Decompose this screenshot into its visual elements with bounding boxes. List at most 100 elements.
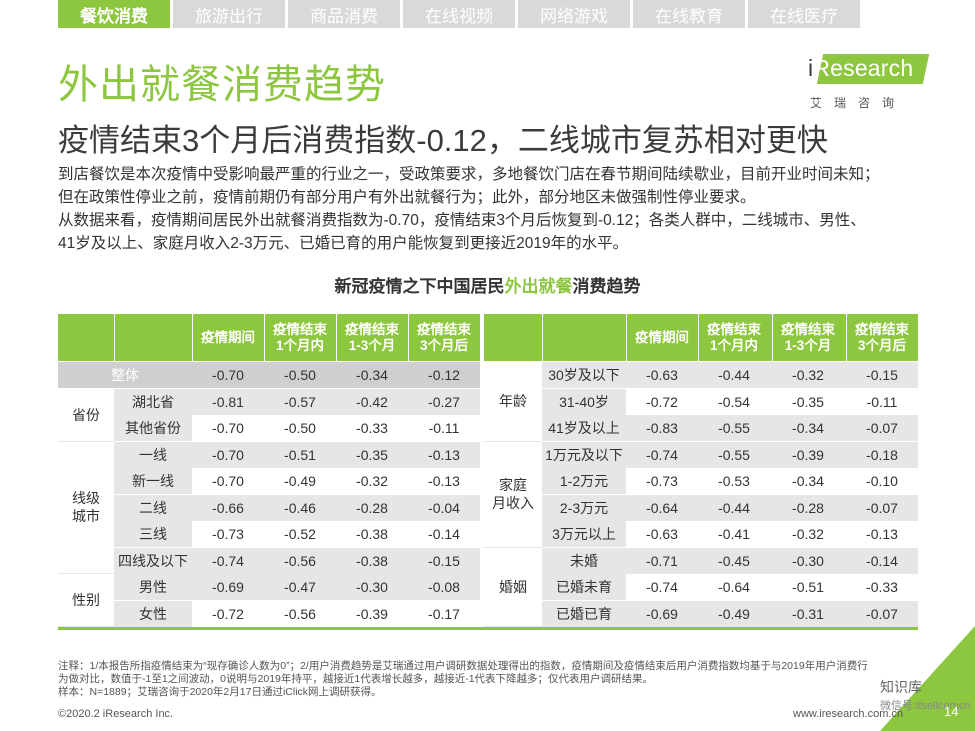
table-cell: -0.70 — [212, 420, 244, 436]
page-title: 外出就餐消费趋势 — [58, 63, 386, 107]
table-cell: -0.07 — [866, 499, 898, 516]
row-label: 男性 — [114, 574, 192, 600]
table-cell: -0.31 — [792, 605, 824, 622]
column-header: 疫情结束 1个月内 — [273, 321, 327, 353]
header-divider — [114, 314, 115, 361]
header-divider — [336, 314, 337, 361]
table-cell: -0.69 — [212, 579, 244, 595]
paragraph-line: 41岁及以上、家庭月收入2-3万元、已婚已育的用户能恢复到更接近2019年的水平… — [58, 235, 629, 252]
table-cell: -0.45 — [718, 552, 750, 569]
tab-goods[interactable]: 商品消费 — [288, 0, 400, 28]
column-header: 疫情结束 3个月后 — [855, 321, 909, 353]
row-label: 其他省份 — [114, 415, 192, 441]
table-cell: -0.74 — [646, 446, 678, 463]
table-cell: -0.33 — [356, 420, 388, 436]
table-cell: -0.55 — [718, 420, 750, 436]
table-cell: -0.11 — [428, 420, 460, 436]
table-cell: -0.74 — [646, 579, 678, 595]
table-cell: -0.46 — [284, 499, 316, 516]
column-header: 疫情期间 — [201, 329, 255, 345]
row-label: 30岁及以下 — [542, 362, 626, 388]
row-label: 新一线 — [114, 468, 192, 494]
table-cell: -0.73 — [212, 526, 244, 542]
table-cell: -0.28 — [356, 499, 388, 516]
group-label: 婚姻 — [484, 547, 542, 626]
row-label: 二线 — [114, 494, 192, 521]
table-cell: -0.13 — [428, 473, 460, 489]
table-cell: -0.15 — [428, 552, 460, 569]
column-header: 疫情期间 — [635, 329, 689, 345]
table-title: 新冠疫情之下中国居民外出就餐消费趋势 — [334, 277, 641, 296]
tab-education[interactable]: 在线教育 — [633, 0, 745, 28]
table-cell: -0.81 — [212, 393, 244, 410]
paragraph-line: 从数据来看，疫情期间居民外出就餐消费指数为-0.70，疫情结束3个月后恢复到-0… — [58, 212, 866, 229]
header-divider — [542, 314, 543, 361]
table-cell: -0.53 — [718, 473, 750, 489]
row-label: 31-40岁 — [542, 388, 626, 415]
table-bottom-rule — [58, 627, 918, 630]
note-line: 样本：N=1889；艾瑞咨询于2020年2月17日通过iClick网上调研获得。 — [58, 686, 382, 698]
row-label: 41岁及以上 — [542, 415, 626, 441]
table-cell: -0.17 — [428, 605, 460, 622]
table-cell: -0.51 — [792, 579, 824, 595]
table-cell: -0.30 — [356, 579, 388, 595]
page-number: 14 — [944, 704, 959, 719]
table-cell: -0.07 — [866, 420, 898, 436]
table-cell: -0.55 — [718, 446, 750, 463]
table-cell: -0.08 — [428, 579, 460, 595]
row-label: 已婚未育 — [542, 574, 626, 600]
row-label: 2-3万元 — [542, 494, 626, 521]
table-cell: -0.34 — [792, 420, 824, 436]
table-cell: -0.49 — [284, 473, 316, 489]
table-cell: -0.51 — [284, 446, 316, 463]
tab-travel[interactable]: 旅游出行 — [173, 0, 285, 28]
column-header: 疫情结束 1个月内 — [707, 321, 761, 353]
table-cell: -0.66 — [212, 499, 244, 516]
column-header: 疫情结束 3个月后 — [417, 321, 471, 353]
top-nav-tabs: 餐饮消费 旅游出行 商品消费 在线视频 网络游戏 在线教育 在线医疗 — [58, 0, 860, 28]
table-cell: -0.34 — [356, 367, 388, 383]
group-label: 家庭 月收入 — [484, 441, 542, 547]
table-cell: -0.42 — [356, 393, 388, 410]
header-divider — [772, 314, 773, 361]
table-cell: -0.07 — [866, 605, 898, 622]
paragraph-line: 到店餐饮是本次疫情中受影响最严重的行业之一，受政策要求，多地餐饮门店在春节期间陆… — [58, 166, 880, 183]
row-label: 3万元以上 — [542, 521, 626, 547]
table-row — [58, 362, 480, 388]
row-label: 一线 — [114, 441, 192, 468]
table-cell: -0.50 — [284, 367, 316, 383]
table-cell: -0.32 — [792, 367, 824, 383]
table-cell: -0.71 — [646, 552, 678, 569]
table-cell: -0.39 — [356, 605, 388, 622]
notes: 注释：1/本报告所指疫情结束为“现存确诊人数为0”；2/用户消费趋势是艾瑞通过用… — [58, 660, 868, 699]
table-cell: -0.41 — [718, 526, 750, 542]
table-cell: -0.63 — [646, 367, 678, 383]
table-cell: -0.47 — [284, 579, 316, 595]
table-cell: -0.11 — [866, 393, 898, 410]
table-cell: -0.56 — [284, 552, 316, 569]
table-cell: -0.74 — [212, 552, 244, 569]
table-cell: -0.63 — [646, 526, 678, 542]
row-label: 整体 — [111, 367, 139, 383]
row-label: 女性 — [114, 600, 192, 627]
tab-games[interactable]: 网络游戏 — [518, 0, 630, 28]
table-cell: -0.13 — [866, 526, 898, 542]
watermark-id: 微信号:itsellcomcn — [880, 700, 971, 712]
table-cell: -0.28 — [792, 499, 824, 516]
table-cell: -0.44 — [718, 499, 750, 516]
tab-medical[interactable]: 在线医疗 — [748, 0, 860, 28]
table-cell: -0.38 — [356, 552, 388, 569]
table-cell: -0.13 — [428, 446, 460, 463]
table-cell: -0.30 — [792, 552, 824, 569]
table-header-band — [58, 314, 480, 361]
table-cell: -0.04 — [428, 499, 460, 516]
tab-video[interactable]: 在线视频 — [403, 0, 515, 28]
iresearch-logo: iResearch 艾瑞咨询 — [806, 52, 930, 112]
tab-dining[interactable]: 餐饮消费 — [58, 0, 170, 28]
row-label: 三线 — [114, 521, 192, 547]
table-cell: -0.35 — [792, 393, 824, 410]
header-divider — [264, 314, 265, 361]
row-label: 未婚 — [542, 547, 626, 574]
table-cell: -0.64 — [646, 499, 678, 516]
table-cell: -0.72 — [646, 393, 678, 410]
